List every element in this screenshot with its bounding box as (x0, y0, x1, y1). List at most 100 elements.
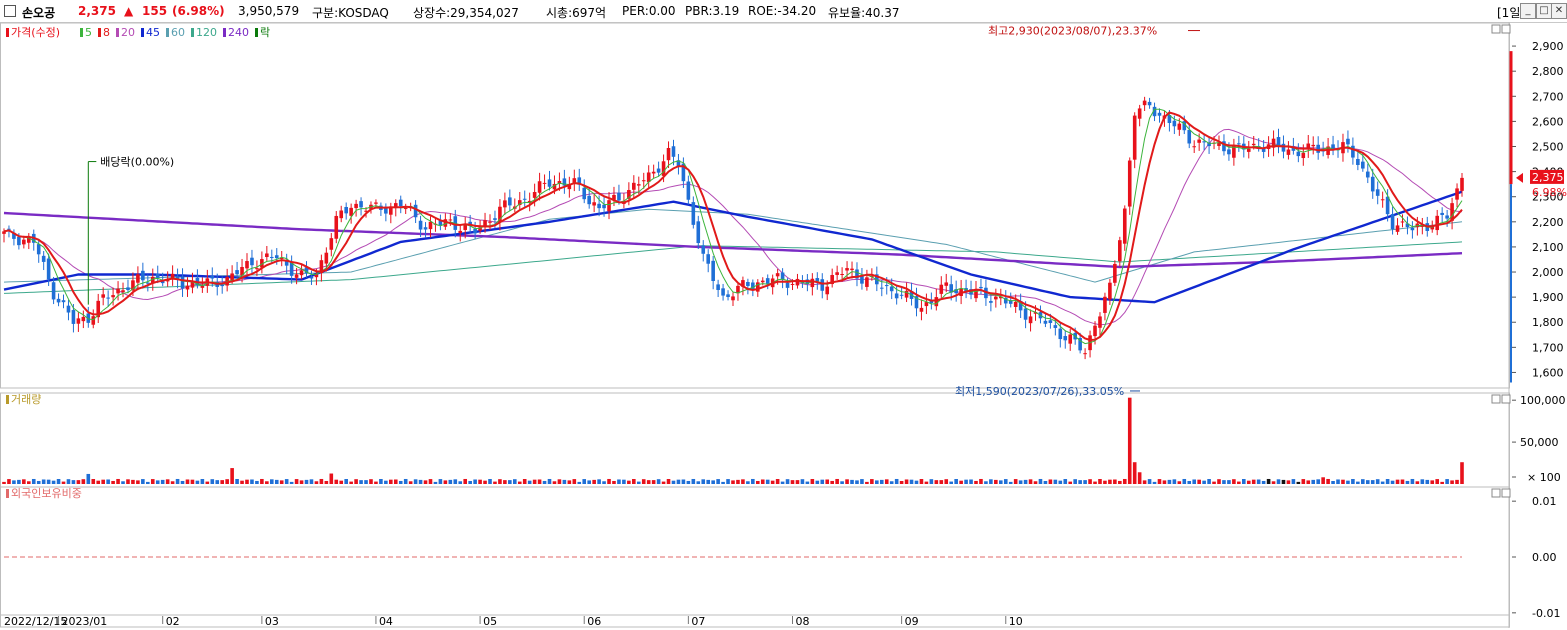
volume-bar (810, 479, 815, 484)
volume-bar (106, 479, 110, 484)
candle-body (374, 202, 378, 204)
candle-body (1365, 171, 1370, 178)
candle-body (765, 278, 770, 284)
volume-bar (150, 479, 155, 484)
candle-body (815, 278, 820, 282)
stock-chart[interactable]: 1,600 1,700 1,800 1,900 2,000 2,100 2,200 2,300… (0, 22, 1567, 630)
legend-label: 20 (121, 26, 135, 39)
legend-label: 45 (146, 26, 160, 39)
minimize-button[interactable]: _ (1520, 3, 1536, 19)
candle-body (1361, 161, 1365, 169)
y-tick-label: 2,200 (1532, 216, 1564, 229)
candle-body (329, 238, 334, 250)
volume-bar (805, 481, 810, 484)
candle-body (989, 301, 993, 303)
volume-bar (1311, 479, 1316, 484)
candle-body (289, 262, 294, 276)
volume-bar (870, 479, 874, 484)
volume-bar (1207, 479, 1211, 484)
close-button[interactable]: ✕ (1551, 3, 1567, 19)
candle-body (210, 275, 215, 279)
candle-body (810, 278, 815, 288)
float-ratio: 유보율:40.37 (828, 6, 900, 20)
volume-bar (393, 479, 398, 484)
candle-body (1008, 300, 1013, 304)
candle-body (468, 221, 472, 226)
volume-bar (339, 480, 344, 484)
foreign-y-tick-label: 0.01 (1532, 495, 1557, 508)
candle-body (1291, 146, 1296, 151)
y-tick-label: 2,900 (1532, 40, 1564, 53)
y-tick-label: 2,800 (1532, 65, 1564, 78)
candle-body (1261, 148, 1266, 152)
candle-body (716, 284, 720, 290)
ma8-line (3, 111, 1463, 342)
volume-bar (478, 479, 482, 484)
x-tick-label: 08 (796, 615, 810, 628)
volume-bar (364, 480, 368, 484)
candle-body (508, 197, 512, 206)
candle-body (51, 282, 56, 300)
candle-body (646, 172, 651, 183)
legend-swatch (191, 28, 194, 37)
candle-body (597, 203, 601, 209)
candle-body (711, 260, 715, 281)
y-tick-label: 2,100 (1532, 241, 1564, 254)
y-tick-label: 2,300 (1532, 191, 1564, 204)
candle-body (121, 290, 125, 293)
volume-bar (1415, 481, 1420, 484)
volume-bar (508, 480, 512, 484)
candle-body (537, 181, 542, 193)
volume-bar (969, 479, 973, 484)
candle-body (582, 187, 587, 200)
volume-bar (671, 480, 676, 484)
legend-label: 5 (85, 26, 92, 39)
legend-swatch (116, 28, 119, 37)
x-tick-label: 02 (166, 615, 180, 628)
candle-body (76, 318, 81, 324)
candle-body (721, 288, 725, 296)
volume-bar (1093, 481, 1097, 484)
volume-bar (1326, 478, 1330, 484)
volume-bar (527, 480, 532, 484)
volume-bar (7, 479, 11, 484)
volume-bar (666, 479, 671, 484)
candle-body (1132, 115, 1137, 160)
volume-bar (964, 479, 968, 484)
candle-body (428, 221, 433, 230)
candle-body (1078, 338, 1082, 351)
volume-bar (230, 468, 234, 484)
volume-bar (1241, 479, 1246, 484)
volume-bar (512, 479, 517, 484)
candle-body (17, 236, 21, 246)
price-panel-frame (0, 22, 1510, 389)
volume-bar (875, 480, 879, 484)
roe-value: ROE:-34.20 (748, 4, 817, 18)
candle-body (498, 206, 502, 223)
candle-body (96, 300, 101, 318)
candle-body (1222, 141, 1226, 152)
candle-body (265, 253, 269, 258)
volume-bar (835, 478, 839, 484)
candle-body (1033, 312, 1038, 314)
candle-body (423, 227, 428, 230)
volume-bar (706, 479, 711, 484)
volume-bar (260, 478, 264, 484)
candle-body (22, 239, 26, 245)
candle-body (1083, 353, 1087, 355)
volume-bar (641, 479, 646, 484)
period-selector[interactable]: [1일] (1497, 6, 1526, 20)
candle-body (830, 275, 834, 285)
candle-body (7, 228, 11, 230)
volume-bar (760, 479, 765, 484)
candle-body (413, 204, 418, 218)
volume-bar (884, 479, 889, 484)
maximize-button[interactable]: □ (1536, 3, 1552, 19)
select-checkbox[interactable] (4, 5, 16, 17)
candle-body (954, 289, 958, 294)
candle-body (795, 278, 800, 286)
candle-body (478, 227, 482, 231)
candle-body (760, 280, 765, 283)
volume-bar (790, 480, 795, 484)
volume-bar (1301, 479, 1306, 484)
